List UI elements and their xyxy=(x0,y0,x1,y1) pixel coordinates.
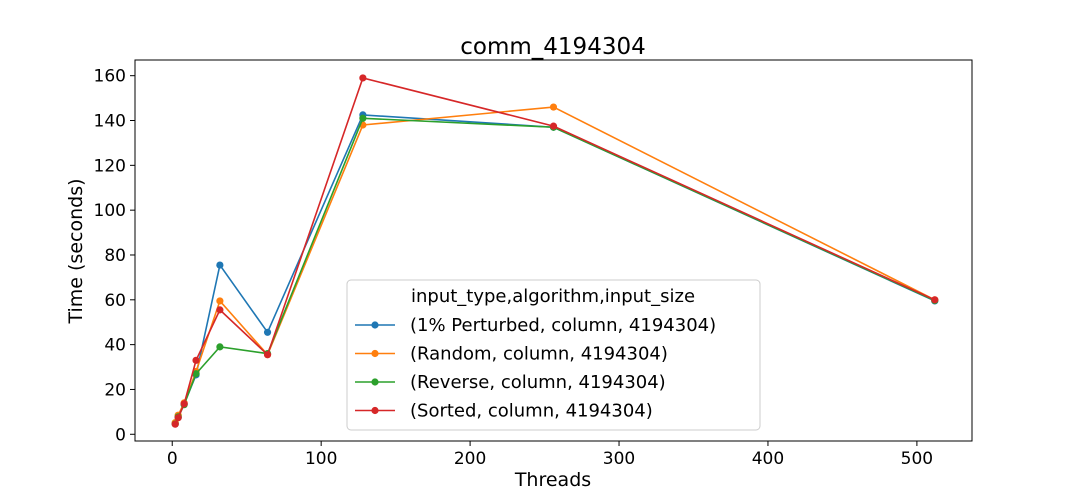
data-point xyxy=(549,103,558,111)
legend-entries: (1% Perturbed, column, 4194304) (Random, … xyxy=(355,315,716,422)
y-tick-label: 40 xyxy=(104,336,126,356)
data-point xyxy=(180,400,188,408)
y-tick-label: 80 xyxy=(104,246,126,266)
y-tick-label: 120 xyxy=(94,156,126,176)
data-point xyxy=(359,114,367,122)
x-axis-label: Threads xyxy=(514,469,591,491)
y-tick-label: 20 xyxy=(104,380,126,400)
data-point xyxy=(174,414,182,422)
data-point xyxy=(263,351,272,359)
y-axis-label: Time (seconds) xyxy=(65,178,87,324)
data-point xyxy=(263,328,272,336)
x-axis: 0 100 200 300 400 500 xyxy=(167,441,933,469)
series-3 xyxy=(171,74,939,428)
data-point xyxy=(192,356,200,364)
x-tick-label: 200 xyxy=(454,449,486,469)
data-point xyxy=(216,297,224,305)
legend-label: (Reverse, column, 4194304) xyxy=(410,372,666,393)
chart-title: comm_4194304 xyxy=(460,34,645,60)
x-tick-label: 100 xyxy=(305,449,337,469)
y-tick-label: 0 xyxy=(115,425,126,445)
legend-label: (Random, column, 4194304) xyxy=(410,344,668,365)
legend-title: input_type,algorithm,input_size xyxy=(411,286,695,307)
y-tick-label: 160 xyxy=(94,67,126,87)
y-tick-label: 100 xyxy=(94,201,126,221)
legend-box xyxy=(346,279,761,431)
legend-swatch-marker xyxy=(371,321,379,329)
data-point xyxy=(216,261,224,269)
x-tick-label: 300 xyxy=(603,449,635,469)
data-point xyxy=(549,122,558,130)
legend-entry: (Sorted, column, 4194304) xyxy=(355,401,653,422)
data-point xyxy=(216,343,224,351)
y-tick-label: 60 xyxy=(104,291,126,311)
data-point xyxy=(359,74,367,82)
legend: input_type,algorithm,input_size (1% Pert… xyxy=(346,279,761,431)
legend-label: (Sorted, column, 4194304) xyxy=(410,401,653,422)
data-point xyxy=(171,420,179,428)
plot-frame xyxy=(134,59,973,442)
data-point xyxy=(192,370,200,378)
legend-swatch-marker xyxy=(371,378,379,386)
legend-entry: (Random, column, 4194304) xyxy=(355,344,668,365)
legend-swatch-marker xyxy=(371,406,379,415)
legend-entry: (Reverse, column, 4194304) xyxy=(355,372,666,393)
legend-entry: (1% Perturbed, column, 4194304) xyxy=(355,315,716,336)
legend-swatch-marker xyxy=(371,349,379,358)
legend-label: (1% Perturbed, column, 4194304) xyxy=(410,315,716,336)
x-tick-label: 400 xyxy=(752,449,784,469)
data-point xyxy=(216,306,224,314)
series-layer xyxy=(171,74,939,428)
y-axis: 0 20 40 60 80 100 120 140 160 xyxy=(94,67,135,445)
data-point xyxy=(931,296,939,304)
x-tick-label: 500 xyxy=(901,449,933,469)
x-tick-label: 0 xyxy=(167,449,178,469)
y-tick-label: 140 xyxy=(94,112,126,132)
